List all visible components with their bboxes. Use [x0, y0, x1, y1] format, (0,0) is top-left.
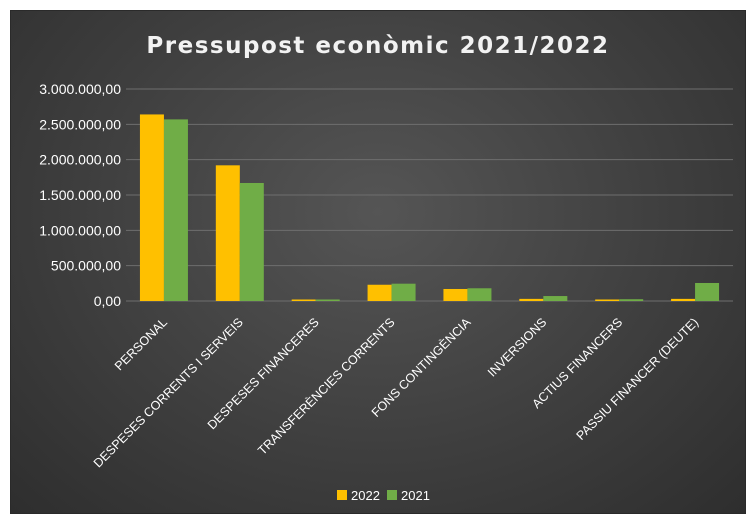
- bar-2022: [595, 299, 620, 301]
- category-label: DESPESES CORRENTS I SERVEIS: [91, 315, 246, 470]
- legend-swatch: [337, 490, 347, 500]
- chart-area: Pressupost econòmic 2021/2022 0,00 500.00…: [10, 10, 746, 514]
- bar-2021: [695, 282, 720, 301]
- category-label: TRANSFERÈNCIES CORRENTS: [254, 315, 397, 458]
- y-tick-label: 3.000.000,00: [39, 81, 121, 97]
- y-tick-label: 1.500.000,00: [39, 187, 121, 203]
- y-tick-label: 2.000.000,00: [39, 152, 121, 168]
- bar-2022: [291, 299, 316, 301]
- y-tick-label: 0,00: [94, 293, 121, 309]
- bar-2021: [543, 296, 568, 301]
- bar-2021: [163, 119, 188, 302]
- bar-2021: [239, 182, 264, 301]
- bar-2022: [443, 288, 468, 301]
- bar-2021: [391, 283, 416, 301]
- bar-2022: [215, 165, 240, 301]
- y-tick-label: 1.000.000,00: [39, 222, 121, 238]
- legend-label: 2022: [351, 488, 380, 503]
- category-label: PASSIU FINANCER (DEUTE): [574, 315, 702, 443]
- bar-2022: [671, 298, 696, 301]
- chart-title: Pressupost econòmic 2021/2022: [146, 33, 610, 59]
- chart-svg: 0,00 500.000,00 1.000.000,00 1.500.000,00 2.…: [39, 81, 733, 503]
- legend-label: 2021: [401, 488, 430, 503]
- category-label: PERSONAL: [112, 315, 170, 373]
- legend-swatch: [387, 490, 397, 500]
- bar-2022: [367, 284, 392, 301]
- y-tick-label: 2.500.000,00: [39, 116, 121, 132]
- bar-2021: [467, 288, 492, 301]
- bar-2022: [519, 298, 544, 301]
- category-label: INVERSIONS: [485, 315, 549, 379]
- bar-2021: [619, 299, 644, 301]
- bar-2022: [139, 114, 164, 301]
- bar-2021: [315, 299, 340, 301]
- y-tick-label: 500.000,00: [51, 258, 121, 274]
